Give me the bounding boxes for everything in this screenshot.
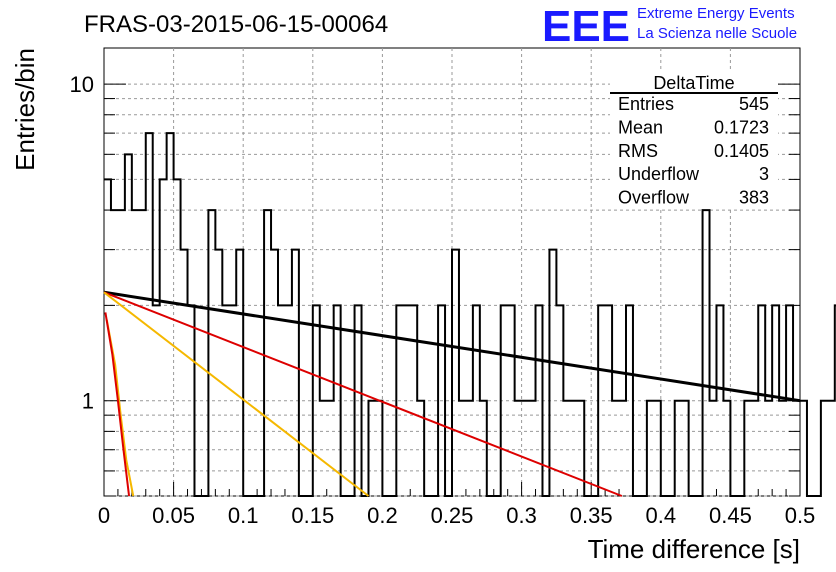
y-tick-labels: 1 10 (70, 72, 94, 414)
x-tick-label: 0.3 (506, 503, 537, 528)
stats-label: Entries (618, 94, 674, 114)
stats-value: 545 (739, 94, 769, 114)
x-tick-label: 0.05 (152, 503, 195, 528)
histogram-series (104, 132, 836, 497)
stats-box-background (610, 72, 778, 208)
y-tick-label: 10 (70, 72, 94, 97)
stats-value: 383 (739, 188, 769, 208)
logo-line-2: La Scienza nelle Scuole (637, 25, 797, 42)
stats-label: RMS (618, 141, 658, 161)
stats-box: DeltaTime Entries 545 Mean 0.1723 RMS 0.1405 U… (610, 72, 778, 208)
x-tick-labels: 0 0.05 0.1 0.15 0.2 0.25 0.3 0.35 0.4 0.45 0.5 (98, 503, 815, 528)
stats-rows: Entries 545 Mean 0.1723 RMS 0.1405 Underflow 3 O… (618, 94, 769, 208)
logo-mark: EEE (542, 2, 630, 51)
fit-curves (103, 290, 801, 497)
x-tick-label: 0 (98, 503, 110, 528)
fit-curve (103, 290, 801, 403)
stats-title: DeltaTime (653, 73, 734, 93)
x-tick-label: 0.45 (709, 503, 752, 528)
x-tick-label: 0.2 (367, 503, 398, 528)
stats-label: Overflow (618, 188, 690, 208)
x-tick-label: 0.5 (785, 503, 816, 528)
x-axis-label: Time difference [s] (588, 534, 800, 564)
fit-curve (104, 312, 131, 497)
chart-title: FRAS-03-2015-06-15-00064 (84, 11, 388, 38)
stats-label: Mean (618, 117, 663, 137)
logo-line-1: Extreme Energy Events (637, 5, 795, 22)
y-tick-label: 1 (82, 389, 94, 414)
fit-curve (103, 291, 623, 497)
stats-value: 3 (759, 164, 769, 184)
histogram-bins (104, 132, 836, 497)
fit-curve (103, 291, 370, 497)
stats-value: 0.1405 (714, 141, 769, 161)
x-tick-label: 0.35 (570, 503, 613, 528)
x-tick-label: 0.4 (646, 503, 677, 528)
stats-value: 0.1723 (714, 117, 769, 137)
x-tick-label: 0.1 (228, 503, 259, 528)
x-tick-label: 0.15 (291, 503, 334, 528)
stats-label: Underflow (618, 164, 700, 184)
x-tick-label: 0.25 (431, 503, 474, 528)
eee-logo: EEE Extreme Energy Events La Scienza nel… (542, 2, 797, 51)
y-axis-label: Entries/bin (10, 48, 40, 171)
